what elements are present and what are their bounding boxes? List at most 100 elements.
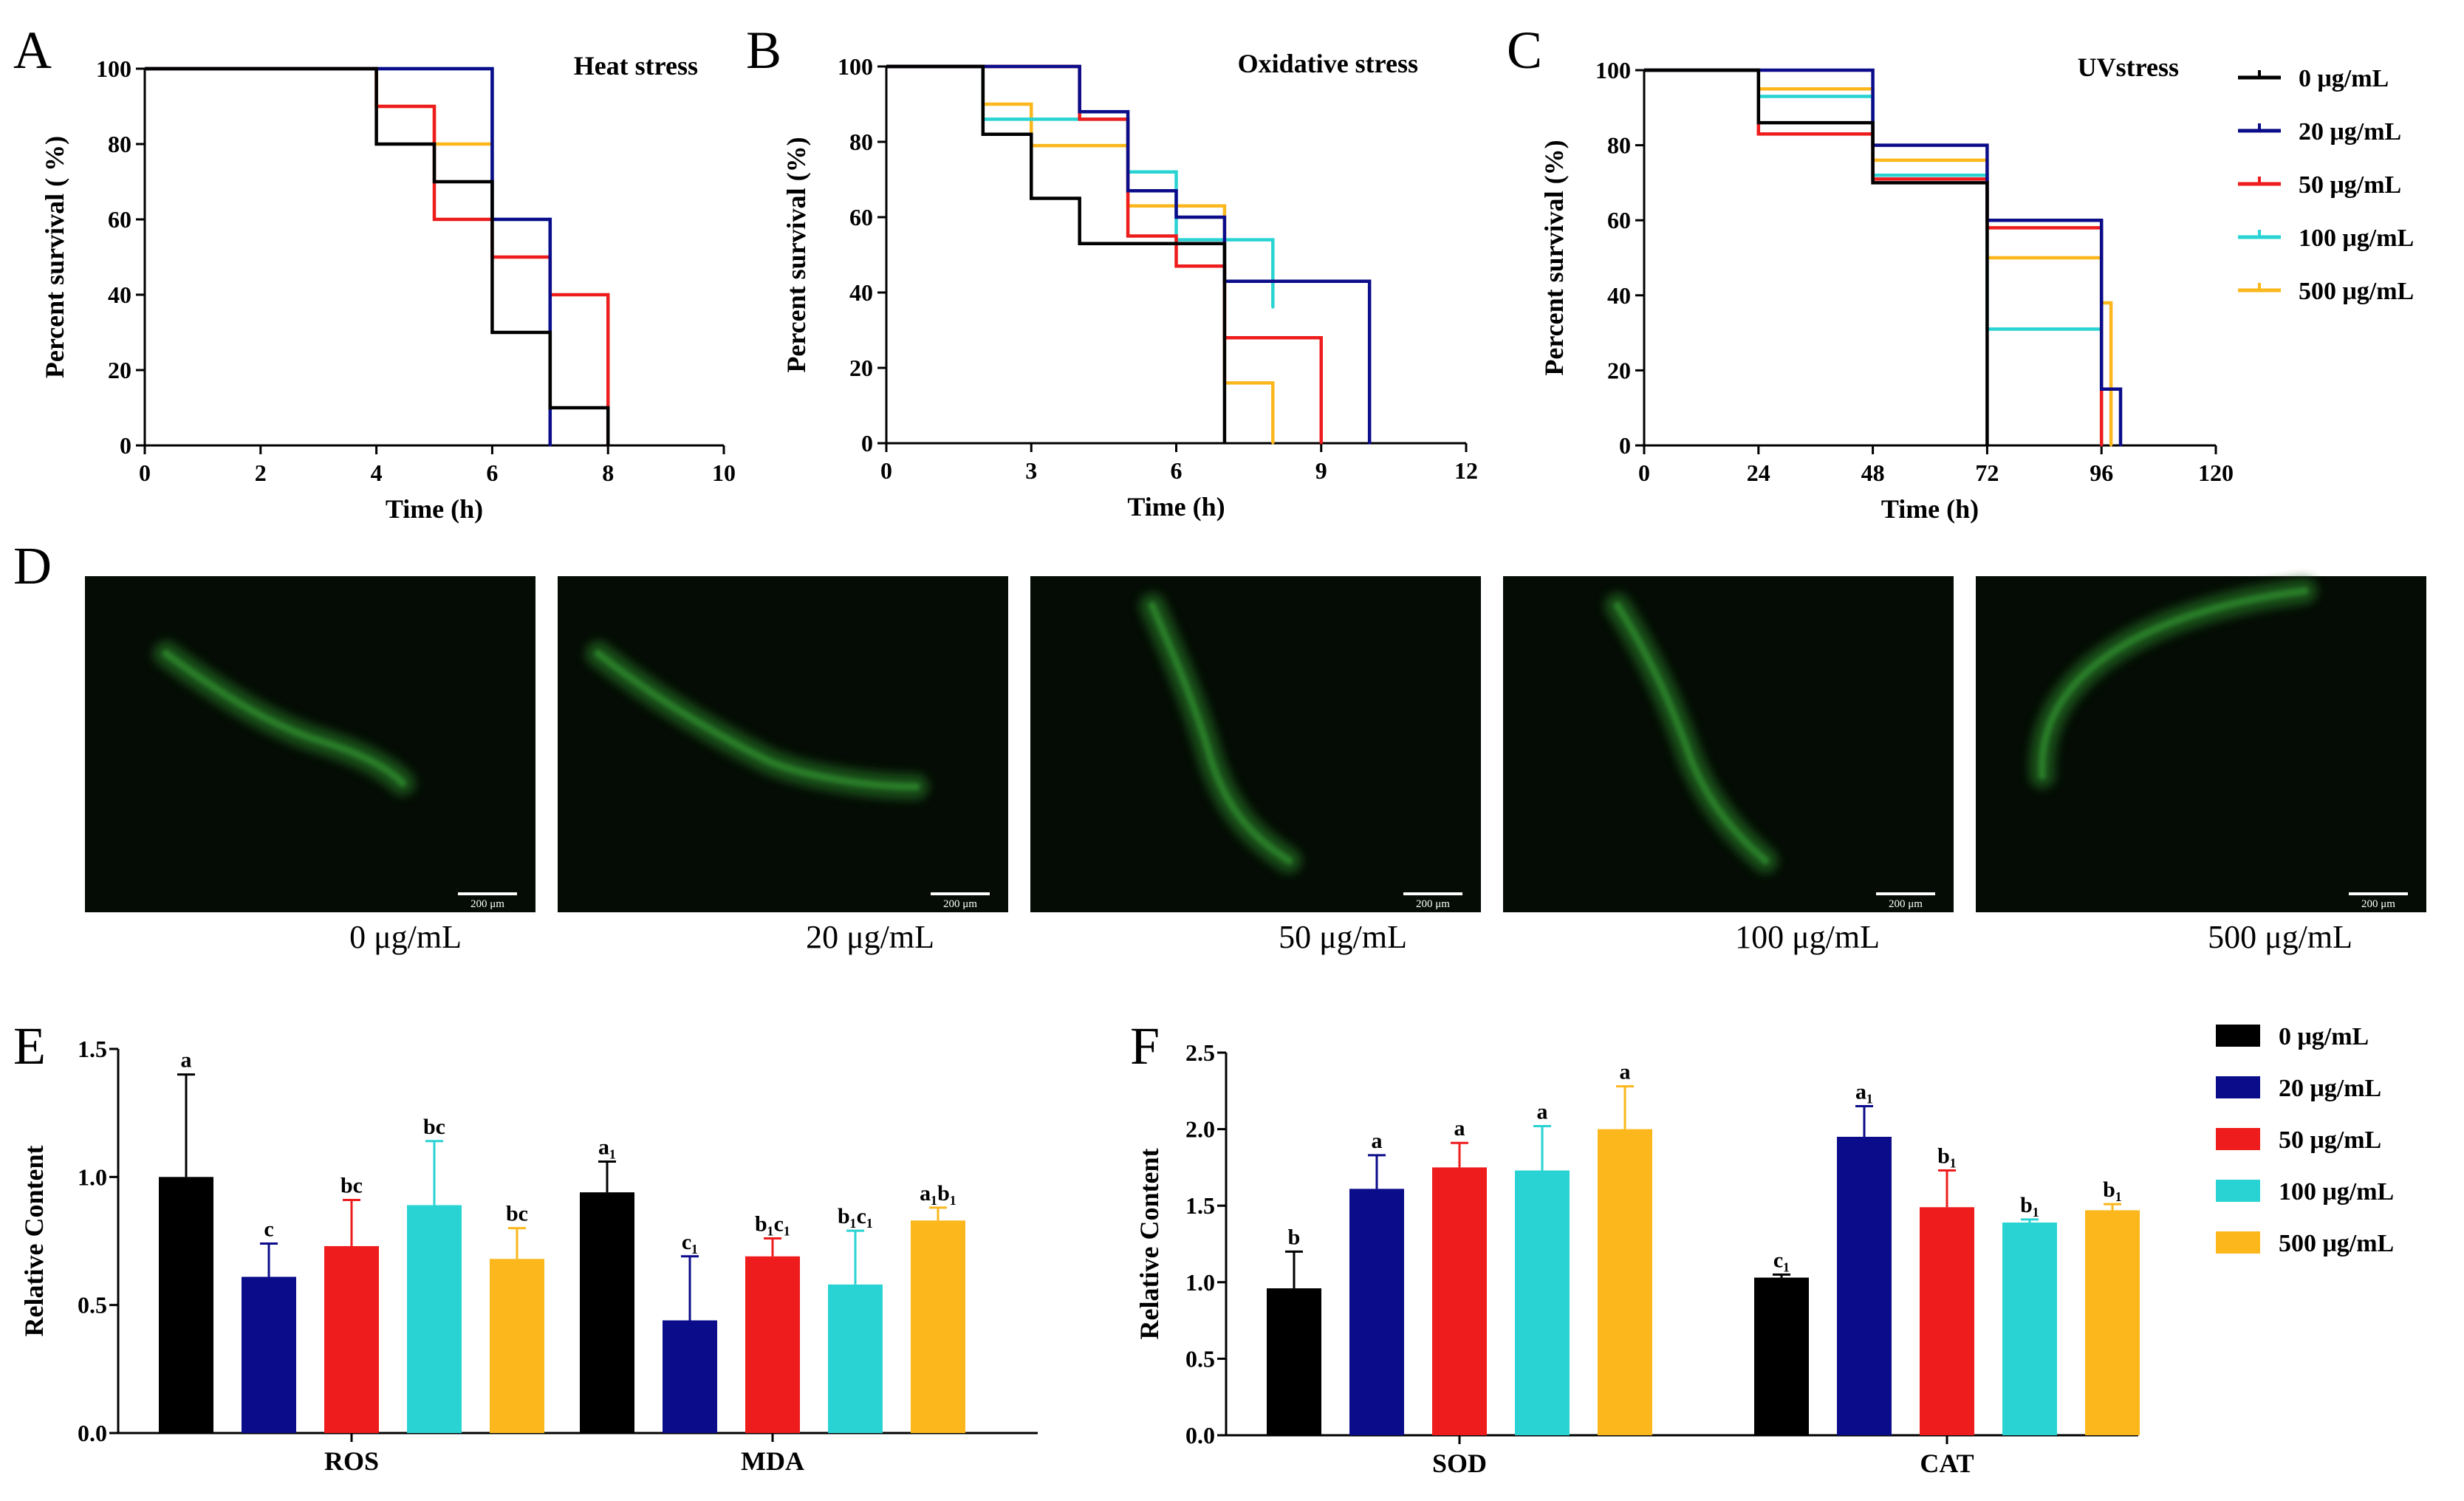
bar-charts: 0.0 0.5 1.0 1.5 Relative Content a c bc bc bc ROS a… <box>19 1036 2140 1478</box>
survival-point <box>2109 444 2112 447</box>
survival-curve <box>886 64 1227 443</box>
significance-label: bc <box>506 1202 528 1226</box>
y-tick-label: 80 <box>1607 132 1631 159</box>
x-tick-label: 0 <box>1638 459 1650 486</box>
micrograph: 200 μm 50 μg/mL <box>1030 576 1481 955</box>
bar <box>324 1245 379 1433</box>
survival-curve <box>886 64 1323 443</box>
legend-swatch <box>2216 1025 2260 1047</box>
micrograph: 200 μm 500 μg/mL <box>1976 576 2426 955</box>
survival-point <box>143 67 146 70</box>
x-tick-label: 24 <box>1747 459 1770 486</box>
scale-bar-label: 200 μm <box>943 898 977 910</box>
survival-point <box>1757 132 1760 135</box>
x-tick-label: 2 <box>255 459 267 486</box>
legend-label: 50 μg/mL <box>2299 171 2401 199</box>
category-label: ROS <box>324 1446 379 1476</box>
significance-label: b₁ <box>1937 1144 1957 1169</box>
category-label: CAT <box>1920 1449 1974 1478</box>
x-axis-label: Time (h) <box>1881 494 1979 524</box>
x-tick-label: 48 <box>1861 459 1885 486</box>
bar <box>745 1256 800 1433</box>
survival-point <box>885 65 888 68</box>
y-tick-label: 40 <box>849 279 873 306</box>
survival-point <box>2119 444 2122 447</box>
survival-chart-a: 0 20 40 60 80 100 0 2 4 6 8 10 Time (h) Percent survi… <box>40 51 736 524</box>
x-axis-label: Time (h) <box>386 494 483 524</box>
micrograph-caption: 50 μg/mL <box>1279 919 1407 955</box>
legend-label: 0 μg/mL <box>2299 65 2389 92</box>
bar <box>580 1192 634 1433</box>
survival-chart-c: 0 20 40 60 80 100 0 24 48 72 96 120 Time (h) Percent … <box>1539 52 2234 524</box>
x-tick-label: 9 <box>1315 457 1327 484</box>
micrograph-caption: 500 μg/mL <box>2208 919 2352 955</box>
significance-label: a <box>1454 1116 1465 1141</box>
survival-curve <box>145 66 552 408</box>
y-axis-label: Percent survival ( %) <box>40 136 69 378</box>
survival-point <box>1320 442 1323 445</box>
bar <box>663 1320 717 1433</box>
survival-point <box>1078 110 1081 113</box>
survival-point <box>1175 264 1177 267</box>
worm-body <box>162 650 406 787</box>
survival-point <box>1757 121 1760 124</box>
bar <box>407 1205 462 1433</box>
significance-label: b <box>1288 1225 1301 1249</box>
legend-label: 20 μg/mL <box>2299 118 2401 146</box>
bar <box>490 1259 544 1433</box>
scale-bar-label: 200 μm <box>470 898 504 910</box>
survival-point <box>433 218 436 221</box>
survival-curve <box>145 66 610 445</box>
y-tick-label: 100 <box>96 55 131 82</box>
x-tick-label: 6 <box>1171 457 1183 484</box>
survival-point <box>433 180 436 183</box>
bar <box>1920 1207 1974 1435</box>
y-tick-label: 2.5 <box>1185 1039 1215 1066</box>
significance-label: a <box>1372 1129 1383 1153</box>
y-tick-label: 40 <box>108 281 131 308</box>
bar-chart-e: 0.0 0.5 1.0 1.5 Relative Content a c bc bc bc ROS a… <box>19 1036 1038 1476</box>
scale-bar-label: 200 μm <box>1416 898 1450 910</box>
scale-bar-label: 200 μm <box>2361 898 2395 910</box>
micrograph-caption: 100 μg/mL <box>1735 919 1880 955</box>
worm-body <box>595 650 920 790</box>
x-tick-label: 0 <box>139 459 151 486</box>
bar <box>1349 1189 1404 1435</box>
survival-point <box>1175 216 1177 219</box>
significance-label: bc <box>423 1115 445 1139</box>
y-tick-label: 60 <box>849 204 873 230</box>
significance-label: a <box>1620 1060 1631 1084</box>
micrograph: 200 μm 20 μg/mL <box>558 576 1008 955</box>
panel-letter-b: B <box>746 21 781 80</box>
y-tick-label: 1.5 <box>78 1036 107 1062</box>
x-tick-label: 96 <box>2090 459 2113 486</box>
x-tick-label: 3 <box>1025 457 1037 484</box>
survival-point <box>1271 442 1274 445</box>
legend-swatch <box>2216 1231 2260 1254</box>
x-tick-label: 8 <box>602 459 614 486</box>
survival-chart-b: 0 20 40 60 80 100 0 3 6 9 12 Time (h) Percent surviv… <box>781 49 1478 522</box>
y-tick-label: 0.5 <box>1185 1345 1215 1372</box>
y-tick-label: 60 <box>1607 207 1631 233</box>
significance-label: c <box>264 1217 273 1241</box>
panel-letter-e: E <box>13 1016 46 1076</box>
significance-label: b₁c₁ <box>755 1212 790 1237</box>
significance-label: c₁ <box>682 1230 698 1254</box>
survival-point <box>490 331 493 334</box>
significance-label: a₁b₁ <box>920 1181 956 1206</box>
panel-letter-f: F <box>1130 1016 1160 1076</box>
survival-point <box>1643 69 1646 72</box>
legend-label: 500 μg/mL <box>2279 1230 2394 1257</box>
significance-label: a <box>181 1048 192 1073</box>
micrograph-background <box>1030 576 1481 912</box>
micrograph-caption: 20 μg/mL <box>806 919 934 955</box>
legend-label: 100 μg/mL <box>2279 1178 2394 1206</box>
micrograph-background <box>1503 576 1954 912</box>
y-tick-label: 20 <box>849 355 873 381</box>
y-tick-label: 1.0 <box>78 1163 107 1190</box>
y-tick-label: 0 <box>861 430 873 457</box>
chart-title: Heat stress <box>574 51 698 81</box>
y-axis-label: Relative Content <box>1135 1149 1164 1340</box>
legend-label: 500 μg/mL <box>2299 278 2414 305</box>
